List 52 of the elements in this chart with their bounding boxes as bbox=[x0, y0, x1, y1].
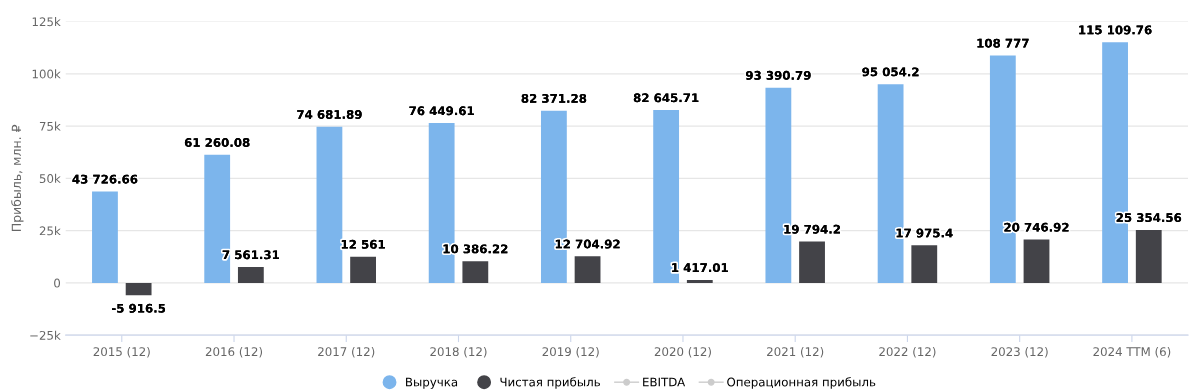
data-label: 82 645.71 bbox=[633, 93, 699, 103]
x-tick-label: 2017 (12) bbox=[318, 346, 375, 358]
y-tick-label: 25k bbox=[39, 226, 61, 236]
data-label: 17 975.4 bbox=[896, 228, 953, 238]
x-tick-label: 2024 TTM (6) bbox=[1093, 346, 1171, 358]
data-label: 82 371.28 bbox=[521, 93, 587, 103]
bar bbox=[350, 256, 376, 283]
data-label: 95 054.2 bbox=[862, 67, 919, 77]
x-tick-label: 2020 (12) bbox=[654, 346, 711, 358]
y-tick-label: 125k bbox=[32, 17, 61, 27]
y-tick-label: −25k bbox=[30, 330, 61, 340]
bar bbox=[574, 256, 601, 283]
data-label: 93 390.79 bbox=[745, 70, 811, 80]
x-tick-label: 2019 (12) bbox=[542, 346, 599, 358]
y-tick-label: 0 bbox=[54, 278, 61, 288]
bar bbox=[204, 154, 231, 283]
bar bbox=[653, 110, 680, 283]
x-tick-label: 2021 (12) bbox=[767, 346, 824, 358]
data-label: 43 726.66 bbox=[72, 174, 138, 184]
x-tick-label: 2015 (12) bbox=[93, 346, 150, 358]
x-tick-label: 2016 (12) bbox=[205, 346, 263, 358]
data-label: 108 777 bbox=[977, 38, 1029, 48]
bar bbox=[125, 282, 152, 296]
y-tick-label: 75k bbox=[39, 121, 61, 131]
x-tick-label: 2023 (12) bbox=[991, 346, 1048, 358]
data-label: 7 561.31 bbox=[222, 250, 279, 260]
y-tick-label: 100k bbox=[32, 69, 61, 79]
bar bbox=[316, 126, 343, 283]
data-label: 74 681.89 bbox=[297, 109, 362, 119]
bar bbox=[462, 261, 489, 283]
data-label: 1 417.01 bbox=[672, 263, 728, 273]
bar bbox=[686, 279, 713, 283]
bar bbox=[1023, 239, 1050, 283]
y-axis-title: Прибыль, млн. ₽ bbox=[11, 124, 24, 232]
bar bbox=[911, 245, 938, 283]
data-label: 76 449.61 bbox=[409, 106, 474, 116]
bar bbox=[1135, 229, 1162, 283]
bar bbox=[237, 267, 264, 283]
legend-label: Операционная прибыль bbox=[727, 377, 876, 389]
legend-label: Выручка bbox=[406, 377, 458, 389]
legend-label: EBITDA bbox=[643, 377, 686, 387]
legend-label: Чистая прибыль bbox=[500, 377, 600, 389]
y-tick-label: 50k bbox=[39, 173, 61, 184]
bar bbox=[92, 191, 118, 283]
x-tick-label: 2022 (12) bbox=[879, 346, 936, 358]
x-tick-label: 2018 (12) bbox=[430, 346, 487, 358]
data-label: 61 260.08 bbox=[184, 138, 250, 147]
data-label: 12 561 bbox=[341, 239, 385, 249]
data-label: 115 109.76 bbox=[1079, 25, 1152, 35]
data-label: 19 794.2 bbox=[784, 224, 840, 234]
data-label: -5 916.5 bbox=[111, 303, 166, 313]
bar bbox=[799, 241, 825, 283]
